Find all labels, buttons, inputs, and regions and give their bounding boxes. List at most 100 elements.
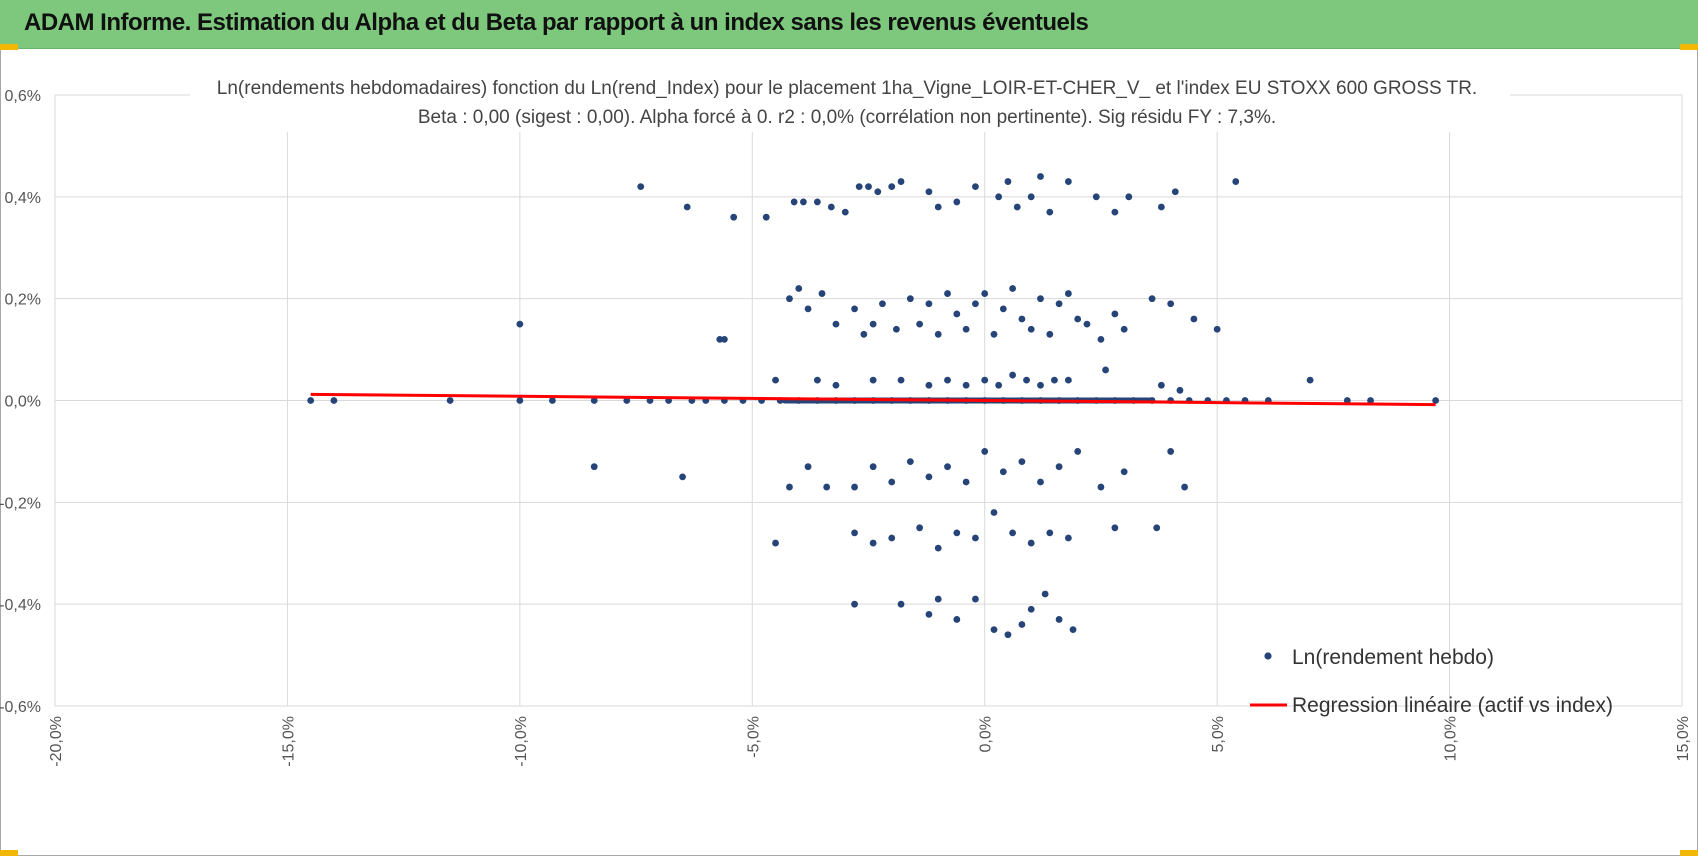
data-point: [888, 183, 896, 191]
data-point: [1009, 529, 1017, 537]
y-tick-label: -0,2%: [0, 495, 41, 512]
data-point: [1064, 290, 1072, 297]
data-point: [906, 458, 914, 465]
data-point: [623, 397, 631, 404]
data-point: [790, 198, 798, 206]
data-point: [1171, 188, 1179, 196]
data-point: [1092, 193, 1100, 201]
x-tick-label: -10,0%: [513, 716, 530, 767]
data-point: [1167, 448, 1175, 455]
data-point: [1027, 605, 1035, 613]
data-point: [1343, 397, 1351, 404]
data-point: [1004, 178, 1012, 185]
data-point: [795, 285, 803, 292]
data-point: [897, 376, 905, 384]
data-point: [888, 478, 896, 486]
data-point: [999, 305, 1007, 313]
data-point: [1367, 397, 1374, 404]
data-point: [897, 600, 905, 608]
data-point: [962, 478, 970, 486]
data-point: [1097, 336, 1105, 343]
data-point: [1064, 178, 1072, 185]
data-point: [869, 320, 877, 328]
data-point: [916, 524, 924, 532]
data-point: [897, 178, 905, 185]
axes: -20,0% -15,0% -10,0% -5,0% 0,0% 5,0% 10,0% 15,0…: [0, 88, 1692, 767]
data-point: [962, 381, 970, 389]
data-point: [1190, 315, 1198, 323]
report-header: ADAM Informe. Estimation du Alpha et du …: [0, 0, 1698, 49]
data-point: [772, 539, 779, 547]
legend-label-points: Ln(rendement hebdo): [1292, 646, 1494, 669]
data-point: [1046, 529, 1054, 537]
y-tick-label: 0,4%: [5, 190, 41, 207]
data-point: [590, 397, 598, 404]
data-point: [972, 534, 979, 542]
x-tick-label: -15,0%: [280, 716, 297, 767]
data-point: [1111, 208, 1119, 216]
data-point: [990, 626, 998, 634]
y-tick-label: -0,4%: [0, 597, 41, 614]
data-point: [1041, 590, 1049, 598]
data-point: [1046, 330, 1054, 338]
data-point: [1102, 366, 1109, 374]
data-point: [925, 473, 933, 481]
regression-line-layer: [310, 392, 1436, 407]
data-point: [1009, 371, 1017, 379]
data-point: [1232, 178, 1240, 185]
y-tick-label: 0,2%: [5, 292, 41, 309]
data-point: [683, 203, 691, 211]
x-tick-label: -20,0%: [48, 716, 65, 767]
data-point: [1120, 325, 1128, 333]
data-point: [879, 300, 886, 308]
chart-title-block: Ln(rendements hebdomadaires) fonction du…: [190, 70, 1510, 132]
data-point: [1176, 386, 1184, 394]
data-point: [934, 544, 942, 552]
data-point: [944, 463, 951, 471]
data-point: [953, 616, 961, 623]
data-point: [990, 509, 998, 516]
data-point: [720, 336, 728, 343]
legend: Ln(rendement hebdo) Regression linéaire …: [1250, 646, 1613, 717]
data-point: [590, 463, 598, 471]
data-point: [972, 595, 979, 603]
data-point: [1018, 315, 1026, 323]
data-points: [307, 173, 1440, 639]
data-point: [1432, 397, 1440, 404]
data-point: [1018, 621, 1026, 628]
data-point: [888, 534, 896, 542]
data-point: [1064, 534, 1072, 542]
data-point: [1167, 300, 1175, 308]
data-point: [1004, 631, 1012, 639]
data-point: [548, 397, 556, 404]
regression-line: [310, 392, 1436, 407]
data-point: [925, 610, 933, 618]
data-point: [869, 539, 877, 547]
data-point: [855, 183, 863, 191]
data-point: [1125, 193, 1133, 201]
data-point: [892, 325, 900, 333]
data-point: [786, 483, 793, 491]
data-point: [916, 320, 924, 328]
data-point: [1074, 315, 1082, 323]
data-point: [786, 295, 793, 303]
data-point: [869, 463, 877, 471]
data-point: [981, 376, 989, 384]
legend-marker-points: [1264, 652, 1272, 660]
data-point: [1213, 325, 1221, 333]
scatter-chart: -20,0% -15,0% -10,0% -5,0% 0,0% 5,0% 10,0% 15,0…: [0, 70, 1692, 767]
data-point: [1009, 285, 1017, 292]
data-point: [804, 305, 812, 313]
data-point: [827, 203, 835, 211]
data-point: [981, 448, 989, 455]
data-point: [995, 381, 1003, 389]
chart-subtitle: Beta : 0,00 (sigest : 0,00). Alpha forcé…: [418, 107, 1276, 128]
data-point: [1037, 295, 1044, 303]
data-point: [1111, 310, 1119, 318]
data-point: [906, 295, 914, 303]
data-point: [823, 483, 831, 491]
data-point: [925, 300, 933, 308]
data-point: [925, 381, 933, 389]
data-point: [925, 188, 933, 196]
data-point: [860, 330, 868, 338]
